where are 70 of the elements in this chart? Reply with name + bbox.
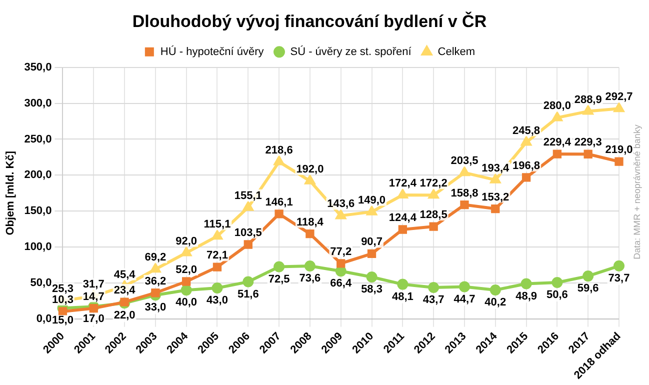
data-label: 23,4 bbox=[114, 284, 136, 297]
data-label: 92,0 bbox=[176, 235, 198, 248]
data-label: 25,3 bbox=[52, 283, 74, 296]
y-tick-label: 350,0 bbox=[24, 61, 52, 74]
data-label: 77,2 bbox=[330, 246, 352, 258]
data-label: 69,2 bbox=[144, 252, 166, 264]
data-label: 17,0 bbox=[82, 313, 104, 326]
legend-label: Celkem bbox=[438, 46, 476, 58]
data-label: 43,0 bbox=[206, 294, 228, 307]
y-tick-label: 50,0 bbox=[30, 276, 52, 289]
data-label: 58,3 bbox=[361, 284, 382, 296]
data-label: 40,2 bbox=[484, 296, 506, 309]
data-label: 33,0 bbox=[144, 302, 166, 314]
data-label: 48,1 bbox=[392, 290, 414, 303]
data-label: 229,4 bbox=[543, 136, 572, 149]
data-label: 143,6 bbox=[327, 198, 355, 210]
data-label: 218,6 bbox=[265, 144, 293, 156]
data-label: 128,5 bbox=[420, 209, 448, 222]
legend-label: SÚ - úvěry ze st. spoření bbox=[290, 44, 412, 58]
data-label: 203,5 bbox=[450, 155, 478, 168]
y-tick-label: 0,0 bbox=[36, 312, 52, 325]
data-label: 44,7 bbox=[454, 293, 476, 306]
data-label: 73,6 bbox=[299, 272, 321, 285]
data-label: 292,7 bbox=[605, 91, 633, 104]
data-label: 172,4 bbox=[388, 178, 418, 190]
data-label: 153,2 bbox=[482, 191, 510, 204]
data-label: 192,0 bbox=[296, 163, 324, 176]
y-axis-title: Objem [mld. Kč] bbox=[4, 150, 17, 236]
data-label: 124,4 bbox=[388, 212, 418, 224]
data-label: 196,8 bbox=[512, 160, 540, 172]
data-label: 115,1 bbox=[204, 218, 231, 231]
data-label: 193,4 bbox=[482, 162, 510, 174]
data-label: 48,9 bbox=[516, 290, 537, 302]
chart-title: Dlouhodobý vývoj financování bydlení v ČR bbox=[132, 10, 487, 31]
data-label: 172,2 bbox=[420, 178, 448, 190]
data-label: 288,9 bbox=[574, 94, 602, 106]
data-label: 73,7 bbox=[608, 272, 630, 284]
data-label: 36,2 bbox=[144, 275, 166, 288]
data-label: 219,0 bbox=[605, 144, 633, 156]
legend-label: HÚ - hypoteční úvěry bbox=[160, 44, 264, 58]
data-label: 14,7 bbox=[82, 290, 104, 303]
y-tick-label: 200,0 bbox=[24, 169, 52, 182]
data-label: 118,4 bbox=[296, 216, 324, 228]
data-label: 103,5 bbox=[234, 227, 262, 240]
data-label: 45,4 bbox=[114, 268, 136, 281]
data-label: 245,8 bbox=[512, 124, 540, 137]
data-label: 280,0 bbox=[543, 100, 571, 112]
y-tick-label: 300,0 bbox=[24, 97, 52, 110]
data-label: 158,8 bbox=[450, 187, 478, 200]
data-label: 43,7 bbox=[422, 294, 444, 306]
data-label: 31,7 bbox=[82, 278, 104, 291]
data-label: 40,0 bbox=[176, 296, 198, 309]
data-label: 90,7 bbox=[361, 236, 382, 248]
y-tick-label: 100,0 bbox=[24, 241, 52, 254]
data-label: 66,4 bbox=[330, 278, 352, 290]
data-label: 22,0 bbox=[114, 310, 136, 322]
data-label: 50,6 bbox=[546, 289, 568, 302]
data-label: 59,6 bbox=[577, 282, 599, 295]
data-label: 51,6 bbox=[237, 288, 259, 300]
data-label: 52,0 bbox=[176, 264, 198, 276]
data-label: 155,1 bbox=[234, 190, 262, 202]
data-label: 72,1 bbox=[206, 250, 228, 262]
text: Data: MMR + neoprávněné banky bbox=[632, 124, 642, 260]
y-tick-label: 150,0 bbox=[24, 205, 52, 218]
data-label: 15,0 bbox=[52, 314, 74, 327]
data-label: 229,3 bbox=[574, 136, 602, 149]
data-label: 146,1 bbox=[265, 196, 293, 208]
data-label: 149,0 bbox=[358, 194, 386, 206]
y-tick-label: 250,0 bbox=[24, 133, 52, 146]
data-label: 72,5 bbox=[268, 273, 290, 286]
